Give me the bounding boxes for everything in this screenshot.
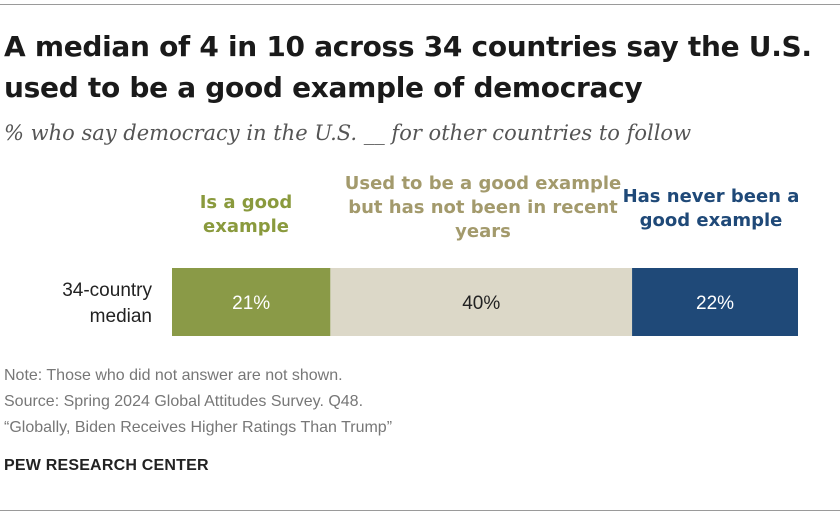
bar-segment-0 [172,268,331,336]
report-title-text: “Globally, Biden Receives Higher Ratings… [4,419,393,436]
bar-value-label-0: 21% [232,293,270,314]
row-label-34-country-median: 34-country median [62,280,152,327]
series-header-never-been: Has never been a good example [622,186,800,231]
chart-subtitle: % who say democracy in the U.S. __ for o… [4,121,692,145]
series-header-used-to-be: Used to be a good example but has not be… [344,173,622,242]
note-text: Note: Those who did not answer are not s… [4,367,343,384]
bottom-rule [0,510,840,511]
pew-research-center-logo-text: PEW RESEARCH CENTER [4,457,209,474]
bar-segment-2 [632,268,798,336]
bar-segment-1 [330,268,633,336]
top-rule [0,4,840,5]
series-header-good-example: Is a good example [199,192,293,237]
source-text: Source: Spring 2024 Global Attitudes Sur… [4,393,364,410]
bar-value-label-1: 40% [462,293,500,314]
bar-value-label-2: 22% [696,293,734,314]
chart-title: A median of 4 in 10 across 34 countries … [4,30,812,104]
